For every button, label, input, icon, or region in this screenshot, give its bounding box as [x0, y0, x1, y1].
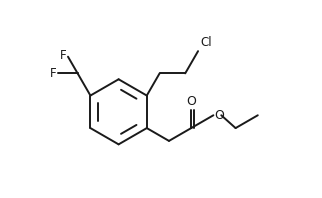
Text: F: F: [59, 49, 66, 62]
Text: O: O: [186, 95, 196, 108]
Text: Cl: Cl: [200, 36, 212, 49]
Text: F: F: [50, 67, 56, 80]
Text: O: O: [214, 109, 224, 122]
